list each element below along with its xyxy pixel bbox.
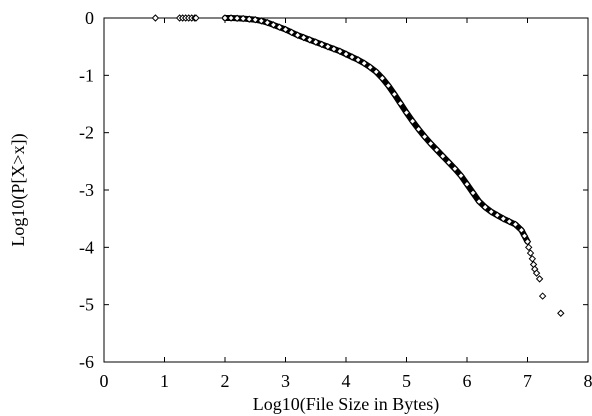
data-point — [481, 203, 489, 211]
y-tick-label: -5 — [79, 295, 94, 315]
data-point — [457, 171, 465, 180]
data-point — [354, 56, 362, 64]
data-point — [239, 14, 247, 23]
data-point — [445, 158, 453, 167]
plot-frame — [103, 17, 589, 363]
data-point — [330, 45, 338, 53]
data-point — [299, 33, 308, 42]
x-tick-label: 4 — [342, 371, 351, 391]
data-point — [520, 232, 529, 240]
y-tick-label: -3 — [79, 180, 94, 200]
x-tick-label: 5 — [402, 371, 411, 391]
data-point — [396, 99, 405, 108]
data-point — [263, 18, 272, 27]
points-layer — [151, 14, 565, 317]
data-point — [257, 17, 266, 25]
data-point — [318, 40, 326, 49]
data-point — [151, 14, 160, 22]
data-point — [360, 59, 368, 68]
data-point — [324, 42, 332, 51]
y-tick-label: 0 — [85, 8, 94, 28]
data-point — [517, 226, 526, 234]
data-point — [281, 25, 290, 34]
data-point — [451, 165, 459, 173]
data-point — [287, 28, 296, 37]
data-point — [342, 50, 350, 58]
data-point — [487, 208, 495, 216]
data-point — [433, 146, 441, 154]
data-point — [420, 132, 429, 141]
data-point — [378, 74, 387, 82]
data-point — [557, 309, 565, 317]
data-point — [499, 214, 508, 223]
data-point — [275, 23, 284, 31]
data-point — [414, 125, 423, 133]
data-point — [269, 21, 278, 29]
data-point — [505, 217, 514, 226]
data-point — [245, 15, 253, 23]
data-point — [251, 16, 259, 24]
data-point — [528, 255, 537, 263]
data-point — [384, 81, 393, 90]
data-point — [511, 220, 520, 229]
data-point — [192, 14, 200, 22]
data-point — [336, 47, 344, 55]
data-point — [526, 249, 535, 257]
data-point — [463, 180, 471, 188]
x-tick-label: 7 — [523, 371, 532, 391]
x-tick-label: 1 — [160, 371, 169, 391]
x-tick-label: 8 — [584, 371, 592, 391]
data-point — [390, 90, 399, 98]
data-point — [523, 237, 532, 246]
x-tick-label: 6 — [463, 371, 472, 391]
data-point — [535, 275, 544, 283]
data-point — [538, 292, 547, 300]
data-point — [493, 211, 501, 219]
data-point — [532, 269, 541, 277]
y-tick-label: -2 — [79, 123, 94, 143]
data-point — [408, 117, 417, 125]
data-point — [348, 53, 356, 61]
data-point — [525, 243, 533, 252]
data-point — [293, 31, 302, 39]
y-tick-label: -1 — [79, 65, 94, 85]
x-tick-label: 2 — [221, 371, 230, 391]
ticks-layer: 0 1 2 3 4 5 6 7 8 0 -1 -2 -3 -4 -5 -6 — [79, 8, 592, 391]
data-point — [221, 14, 229, 22]
series-dense-curve — [222, 15, 531, 245]
data-point — [426, 139, 435, 148]
data-point — [372, 68, 380, 76]
data-point — [439, 152, 447, 160]
y-tick-label: -4 — [79, 237, 94, 257]
data-point — [227, 14, 235, 22]
x-tick-label: 0 — [100, 371, 109, 391]
x-tick-label: 3 — [281, 371, 290, 391]
data-point — [366, 63, 374, 72]
data-point — [469, 189, 477, 197]
y-axis-label: Log10(P[X>x]) — [8, 133, 29, 246]
data-point — [305, 36, 314, 44]
y-tick-label: -6 — [79, 352, 94, 372]
data-point — [475, 197, 483, 206]
x-axis-label: Log10(File Size in Bytes) — [253, 394, 439, 415]
data-point — [402, 108, 411, 117]
data-point — [312, 38, 320, 46]
data-point — [233, 14, 241, 22]
